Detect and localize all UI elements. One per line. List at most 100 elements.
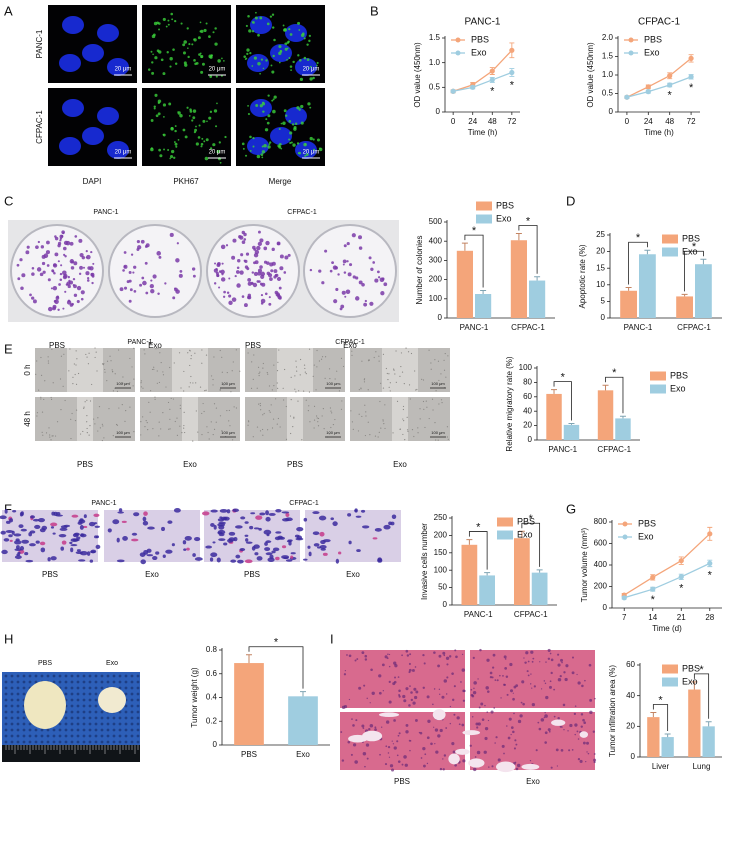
nucleus — [461, 723, 465, 727]
colony — [283, 271, 287, 274]
nucleus — [504, 667, 508, 670]
x-tick-label: 0 — [625, 117, 630, 126]
vesicle — [203, 140, 206, 143]
cell — [329, 377, 331, 380]
cell — [400, 365, 402, 368]
vesicle — [221, 57, 223, 60]
cell — [156, 382, 158, 384]
cell — [47, 356, 49, 358]
vesicle — [265, 59, 268, 62]
vesicle — [208, 35, 211, 39]
lumen — [455, 748, 470, 755]
series-line — [626, 57, 692, 98]
vesicle — [316, 138, 320, 142]
cell — [317, 421, 319, 423]
transwell-image — [104, 510, 200, 562]
vesicle — [189, 110, 193, 113]
cell — [172, 398, 174, 400]
nucleus — [479, 648, 482, 652]
cell — [365, 415, 367, 417]
cell — [256, 387, 258, 389]
cell — [83, 514, 87, 519]
grid-hole — [76, 674, 80, 678]
cell — [275, 556, 280, 561]
nucleus — [583, 721, 586, 725]
cell — [40, 356, 42, 359]
vesicle — [259, 16, 263, 20]
point — [489, 68, 495, 74]
cell — [317, 425, 320, 427]
cell — [51, 435, 53, 437]
vesicle — [200, 70, 204, 74]
nucleus — [361, 651, 365, 655]
colony — [358, 246, 363, 250]
nucleus — [348, 654, 352, 658]
y-tick-label: 10 — [596, 280, 605, 289]
colony — [31, 272, 35, 276]
nucleus — [446, 676, 449, 679]
nucleus — [456, 716, 460, 720]
cell — [239, 548, 246, 552]
cell — [263, 412, 265, 415]
cell — [60, 355, 63, 357]
bar — [639, 254, 656, 318]
colony — [261, 282, 266, 287]
cell — [393, 368, 395, 370]
cell — [392, 432, 394, 434]
colony — [342, 259, 347, 264]
cell — [395, 381, 397, 383]
colony — [50, 287, 53, 290]
colony — [376, 270, 380, 274]
vesicle — [260, 153, 264, 157]
vesicle — [293, 127, 297, 131]
tumor — [24, 681, 66, 729]
cell — [279, 426, 281, 428]
cell — [303, 517, 308, 522]
error-bar — [691, 681, 698, 690]
nucleus — [594, 697, 596, 700]
cell — [446, 436, 449, 438]
cell — [244, 534, 249, 537]
grid-hole — [10, 674, 14, 678]
grid-hole — [22, 710, 26, 714]
cell — [110, 360, 112, 362]
colony — [236, 283, 241, 288]
bar — [546, 393, 562, 440]
nucleus — [549, 652, 552, 655]
nucleus — [362, 727, 365, 729]
vesicle — [308, 34, 311, 37]
colony — [126, 280, 130, 284]
grid-hole — [124, 692, 128, 696]
vesicle — [288, 119, 292, 123]
vesicle — [309, 136, 313, 141]
cell — [386, 372, 388, 375]
grid-hole — [94, 716, 98, 720]
grid-hole — [82, 716, 86, 720]
nucleus — [471, 716, 474, 718]
nucleus — [476, 750, 481, 755]
cell — [52, 435, 54, 437]
cell — [394, 373, 396, 375]
cell — [247, 424, 249, 426]
cell — [70, 437, 72, 440]
nucleus — [460, 681, 462, 683]
cell — [425, 400, 427, 402]
cell — [267, 557, 275, 562]
nucleus — [486, 658, 490, 662]
nucleus — [477, 722, 481, 726]
vesicle — [298, 58, 302, 62]
vesicle — [278, 145, 282, 149]
cell — [62, 385, 64, 387]
colony — [123, 251, 127, 254]
colony — [337, 273, 340, 276]
nucleus — [504, 658, 507, 660]
colony — [239, 270, 244, 275]
colony — [86, 254, 91, 260]
cell — [363, 379, 365, 381]
vesicle — [151, 61, 154, 64]
grid-hole — [112, 728, 116, 732]
nucleus — [494, 742, 496, 744]
vesicle — [269, 141, 272, 144]
x-tick-label: PBS — [241, 750, 257, 759]
cell — [229, 425, 231, 427]
